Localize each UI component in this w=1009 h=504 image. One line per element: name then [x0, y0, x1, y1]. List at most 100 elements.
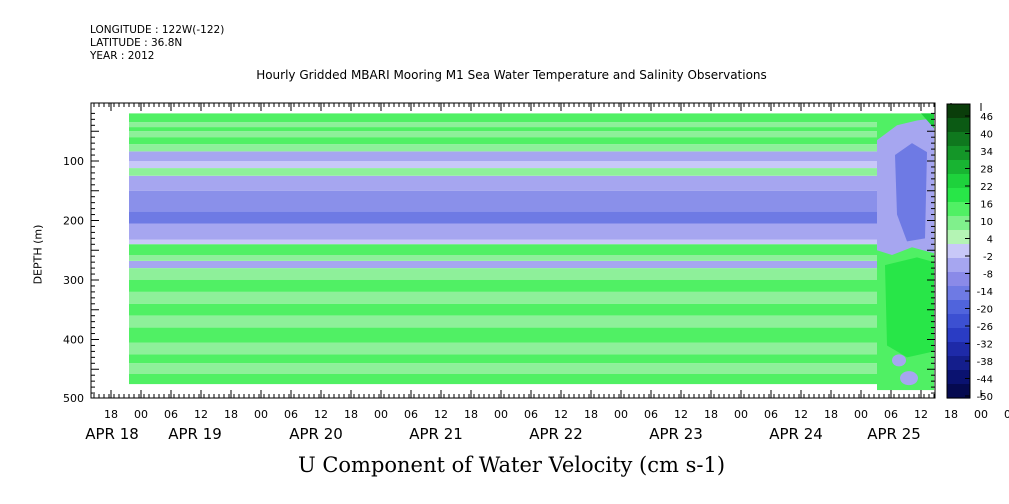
y-tick-label: 400	[63, 334, 84, 347]
overlay-positive-region	[885, 257, 934, 358]
heatmap-band	[129, 211, 877, 224]
y-axis: 100 200 300 400 500	[63, 112, 935, 405]
heatmap-band	[129, 122, 877, 128]
colorbar-swatch	[947, 314, 970, 329]
x-day-label: APR 22	[529, 425, 583, 443]
colorbar-swatch	[947, 286, 970, 301]
colorbar-label: 34	[980, 147, 993, 158]
x-hour-label: 00	[134, 408, 148, 421]
heatmap-band	[129, 327, 877, 343]
heatmap-band	[129, 137, 877, 145]
x-hour-label: 06	[764, 408, 778, 421]
colorbar-swatch	[947, 174, 970, 189]
heatmap-band	[129, 280, 877, 292]
heatmap-band	[129, 255, 877, 261]
x-hour-label: 06	[884, 408, 898, 421]
heatmap-band	[129, 151, 877, 161]
heatmap-band	[129, 127, 877, 132]
colorbar-label: 46	[980, 112, 993, 123]
colorbar-swatch	[947, 370, 970, 385]
x-hour-label: 06	[524, 408, 538, 421]
x-hour-label: 18	[224, 408, 238, 421]
x-hour-label: 06	[644, 408, 658, 421]
colorbar-swatch	[947, 146, 970, 161]
heatmap-band	[129, 113, 877, 123]
colorbar-frame	[946, 103, 971, 399]
x-hour-label: 12	[314, 408, 328, 421]
x-hour-label: 00	[494, 408, 508, 421]
x-day-label: APR 23	[649, 425, 703, 443]
heatmap-band	[129, 144, 877, 152]
overlay-strong-negative	[895, 143, 927, 242]
heatmap-band	[129, 223, 877, 240]
colorbar-label: -14	[977, 287, 993, 298]
colorbar-label: -44	[977, 375, 993, 386]
colorbar-swatch	[947, 118, 970, 133]
y-tick-label: 100	[63, 155, 84, 168]
colorbar-swatch	[947, 132, 970, 147]
heatmap-band	[129, 374, 877, 385]
colorbar-label: -32	[977, 340, 993, 351]
heatmap-band	[129, 190, 877, 212]
late-period-overlay	[877, 113, 934, 391]
colorbar-swatch	[947, 188, 970, 203]
x-hour-label: 00	[374, 408, 388, 421]
x-hour-label: 18	[344, 408, 358, 421]
colorbar-swatch	[947, 258, 970, 273]
overlay-corner	[921, 113, 934, 129]
x-hour-label: 06	[1004, 408, 1009, 421]
colorbar-label: 28	[980, 165, 993, 176]
latitude-label: LATITUDE : 36.8N	[90, 37, 183, 49]
colorbar-swatch	[947, 104, 970, 119]
x-hour-label: 18	[824, 408, 838, 421]
y-tick-label: 300	[63, 274, 84, 287]
colorbar-swatch	[947, 160, 970, 175]
y-tick-label: 200	[63, 215, 84, 228]
colorbar-swatch	[947, 230, 970, 245]
colorbar-label: -2	[983, 252, 993, 263]
x-hour-label: 12	[674, 408, 688, 421]
colorbar-label: 10	[980, 217, 993, 228]
heatmap-band	[129, 131, 877, 138]
x-hour-label: 18	[944, 408, 958, 421]
heatmap-band	[129, 342, 877, 355]
heatmap-band	[129, 161, 877, 169]
colorbar-label: -38	[977, 357, 993, 368]
heatmap-band	[129, 354, 877, 364]
heatmap-band	[129, 315, 877, 328]
x-hour-label: 00	[974, 408, 988, 421]
colorbar-label: -26	[977, 322, 993, 333]
colorbar-swatch	[947, 300, 970, 315]
colorbar-label: 22	[980, 182, 993, 193]
colorbar-swatch	[947, 272, 970, 287]
colorbar: 46 40 34 28 22 16 10 4 -2 -8 -14 -20 -26 -32 -38 -44 -50	[946, 103, 993, 403]
x-hour-label: 18	[104, 408, 118, 421]
x-hour-label: 18	[584, 408, 598, 421]
x-hour-label: 06	[164, 408, 178, 421]
x-hour-label: 06	[404, 408, 418, 421]
colorbar-swatch	[947, 342, 970, 357]
colorbar-label: 4	[987, 235, 993, 246]
colorbar-swatch	[947, 384, 970, 399]
overlay-blob	[900, 371, 918, 386]
x-hour-label: 18	[704, 408, 718, 421]
x-day-label: APR 25	[867, 425, 921, 443]
x-hour-label: 12	[194, 408, 208, 421]
heatmap-band	[129, 175, 877, 191]
longitude-label: LONGITUDE : 122W(-122)	[90, 24, 225, 36]
heatmap-band	[129, 303, 877, 316]
x-hour-label: 12	[914, 408, 928, 421]
heatmap-band	[129, 244, 877, 255]
colorbar-swatch	[947, 202, 970, 217]
x-hour-label: 00	[614, 408, 628, 421]
overlay-blob	[892, 354, 906, 367]
x-day-label: APR 18	[85, 425, 139, 443]
x-axis: 18 00 06 12 18 00 06 12 18 00 06 12 18 00 06 12 18 00 06 12…	[85, 103, 1009, 443]
x-hour-label: 18	[464, 408, 478, 421]
heatmap-band	[129, 268, 877, 280]
heatmap-band	[129, 363, 877, 374]
colorbar-swatch	[947, 356, 970, 371]
colorbar-label: 40	[980, 130, 993, 141]
colorbar-swatch	[947, 328, 970, 343]
